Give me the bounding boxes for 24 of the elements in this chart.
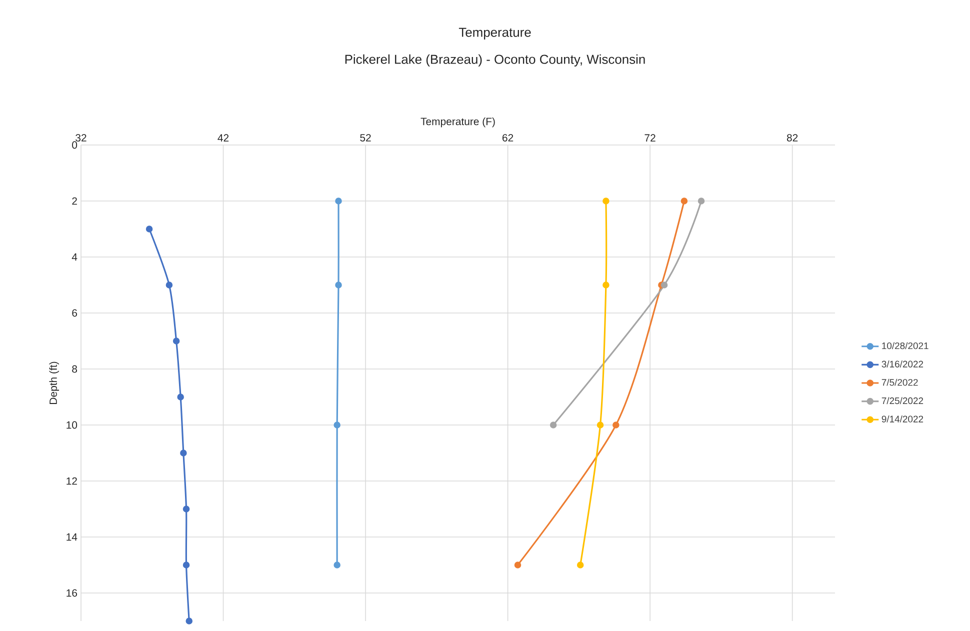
y-axis-title: Depth (ft) (49, 362, 60, 404)
y-tick-label: 16 (66, 589, 78, 597)
y-tick-label: 4 (72, 253, 78, 261)
x-tick-label: 82 (786, 134, 798, 142)
x-tick-label: 52 (360, 134, 371, 142)
y-tick-label: 0 (72, 141, 78, 149)
y-tick-label: 8 (72, 365, 78, 373)
legend-label: 7/25/2022 (882, 397, 924, 404)
legend-label: 10/28/2021 (882, 342, 928, 350)
legend-label: 3/16/2022 (882, 360, 924, 368)
chart-title: Temperature (458, 28, 531, 40)
x-axis-title: Temperature (F) (420, 117, 495, 128)
y-tick-label: 12 (66, 477, 77, 485)
y-tick-label: 10 (66, 421, 78, 429)
legend-label: 7/5/2022 (882, 378, 918, 386)
legend-label: 9/14/2022 (882, 415, 924, 422)
y-tick-label: 14 (66, 533, 78, 541)
y-tick-label: 2 (72, 197, 77, 205)
x-tick-label: 72 (644, 134, 656, 142)
y-tick-label: 6 (72, 309, 78, 317)
chart-subtitle: Pickerel Lake (Brazeau) - Oconto County, Wisconsin (345, 54, 645, 66)
x-tick-label: 62 (502, 134, 514, 142)
x-tick-label: 42 (218, 134, 229, 142)
x-tick-label: 32 (76, 134, 86, 142)
